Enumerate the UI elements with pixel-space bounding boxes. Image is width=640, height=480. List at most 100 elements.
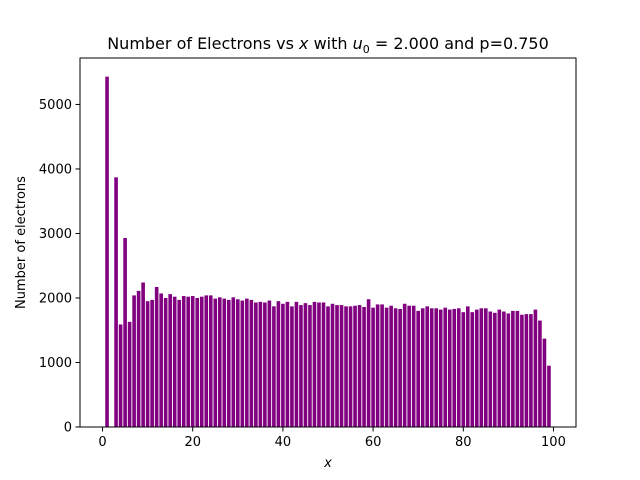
- bar-x-35: [258, 301, 263, 427]
- bar-x-64: [389, 305, 393, 427]
- bar-x-44: [299, 305, 303, 427]
- bar-x-25: [213, 298, 218, 427]
- bar-x-53: [339, 305, 344, 427]
- x-tick-label: 0: [98, 435, 106, 450]
- bar-x-51: [330, 303, 335, 427]
- bar-x-42: [290, 306, 294, 427]
- bar-x-19: [186, 296, 191, 427]
- bar-x-34: [254, 302, 258, 427]
- bar-x-73: [429, 308, 434, 427]
- bar-x-99: [547, 365, 551, 427]
- y-tick-label: 5000: [39, 98, 72, 113]
- y-tick-label: 2000: [39, 291, 72, 306]
- bar-x-87: [493, 312, 497, 427]
- bar-x-55: [348, 306, 353, 427]
- bar-x-11: [150, 299, 154, 427]
- bar-x-47: [312, 301, 317, 427]
- chart-title: Number of Electrons vs x with u0 = 2.000…: [107, 34, 549, 56]
- bar-x-18: [181, 296, 186, 427]
- bar-x-69: [411, 305, 416, 427]
- bar-x-77: [447, 309, 452, 427]
- bar-x-6: [127, 321, 132, 427]
- bar-x-70: [416, 310, 420, 427]
- bar-x-9: [141, 282, 145, 427]
- bar-x-1: [105, 76, 109, 428]
- bar-x-15: [168, 294, 172, 427]
- bar-x-83: [475, 309, 479, 427]
- bar-x-92: [515, 310, 520, 427]
- bar-x-65: [393, 308, 398, 427]
- bar-x-13: [159, 293, 163, 427]
- bar-x-54: [344, 306, 348, 427]
- x-axis-label: x: [323, 456, 332, 471]
- bar-x-10: [145, 301, 150, 427]
- bar-x-31: [240, 300, 245, 427]
- bar-x-66: [398, 308, 402, 427]
- plot-frame: [79, 57, 577, 428]
- bar-x-79: [456, 308, 461, 427]
- bar-x-48: [317, 302, 321, 427]
- bar-x-91: [511, 310, 515, 427]
- bar-x-97: [538, 320, 542, 427]
- bar-x-59: [366, 299, 371, 427]
- bar-x-67: [402, 303, 407, 427]
- bar-x-50: [326, 306, 330, 427]
- bar-x-82: [470, 312, 475, 427]
- bar-x-39: [276, 301, 281, 427]
- bar-x-28: [227, 299, 231, 427]
- bar-x-17: [177, 299, 182, 427]
- bar-x-37: [267, 300, 272, 427]
- bar-x-12: [154, 287, 159, 427]
- bar-x-26: [217, 297, 222, 427]
- bar-x-95: [529, 314, 533, 427]
- bar-x-62: [380, 304, 384, 427]
- bar-x-49: [321, 302, 326, 427]
- x-tick-label: 20: [184, 435, 201, 450]
- x-tick-label: 80: [455, 435, 472, 450]
- bar-x-36: [263, 302, 267, 427]
- bar-x-52: [335, 305, 339, 427]
- bar-x-7: [132, 295, 136, 427]
- bar-x-93: [520, 314, 524, 427]
- y-tick-label: 1000: [39, 356, 72, 371]
- bar-x-5: [123, 237, 127, 427]
- bar-x-24: [208, 295, 213, 427]
- bar-x-43: [294, 301, 299, 427]
- bar-x-20: [190, 296, 195, 427]
- bar-x-32: [245, 298, 249, 427]
- bar-x-30: [236, 299, 240, 427]
- bar-x-90: [506, 313, 511, 427]
- y-tick-label: 4000: [39, 162, 72, 177]
- bar-x-3: [114, 177, 118, 427]
- y-tick-label: 3000: [39, 227, 72, 242]
- y-axis-label: Number of electrons: [14, 176, 29, 309]
- bar-x-58: [362, 307, 366, 427]
- bar-x-68: [407, 305, 411, 427]
- bar-x-74: [434, 308, 439, 427]
- x-tick-label: 60: [365, 435, 382, 450]
- bar-x-8: [136, 290, 141, 427]
- bar-x-22: [199, 296, 204, 427]
- x-tick-label: 40: [275, 435, 292, 450]
- bar-x-80: [461, 312, 466, 427]
- bar-series: [105, 76, 551, 428]
- bar-x-88: [497, 309, 502, 427]
- bar-x-40: [281, 303, 285, 427]
- bar-x-45: [303, 303, 308, 427]
- bar-x-72: [425, 306, 430, 427]
- bar-x-46: [308, 305, 312, 427]
- bar-x-57: [357, 305, 362, 427]
- bar-x-78: [452, 308, 457, 427]
- bar-x-33: [249, 299, 254, 427]
- bar-x-56: [353, 305, 357, 427]
- bar-x-75: [438, 309, 443, 427]
- bar-x-94: [524, 314, 529, 427]
- bar-x-14: [163, 297, 168, 427]
- bar-x-63: [384, 307, 389, 427]
- bar-x-96: [533, 309, 538, 427]
- bar-x-16: [172, 296, 177, 427]
- bar-x-23: [204, 295, 209, 427]
- bar-x-86: [488, 311, 493, 427]
- bar-x-41: [285, 301, 290, 427]
